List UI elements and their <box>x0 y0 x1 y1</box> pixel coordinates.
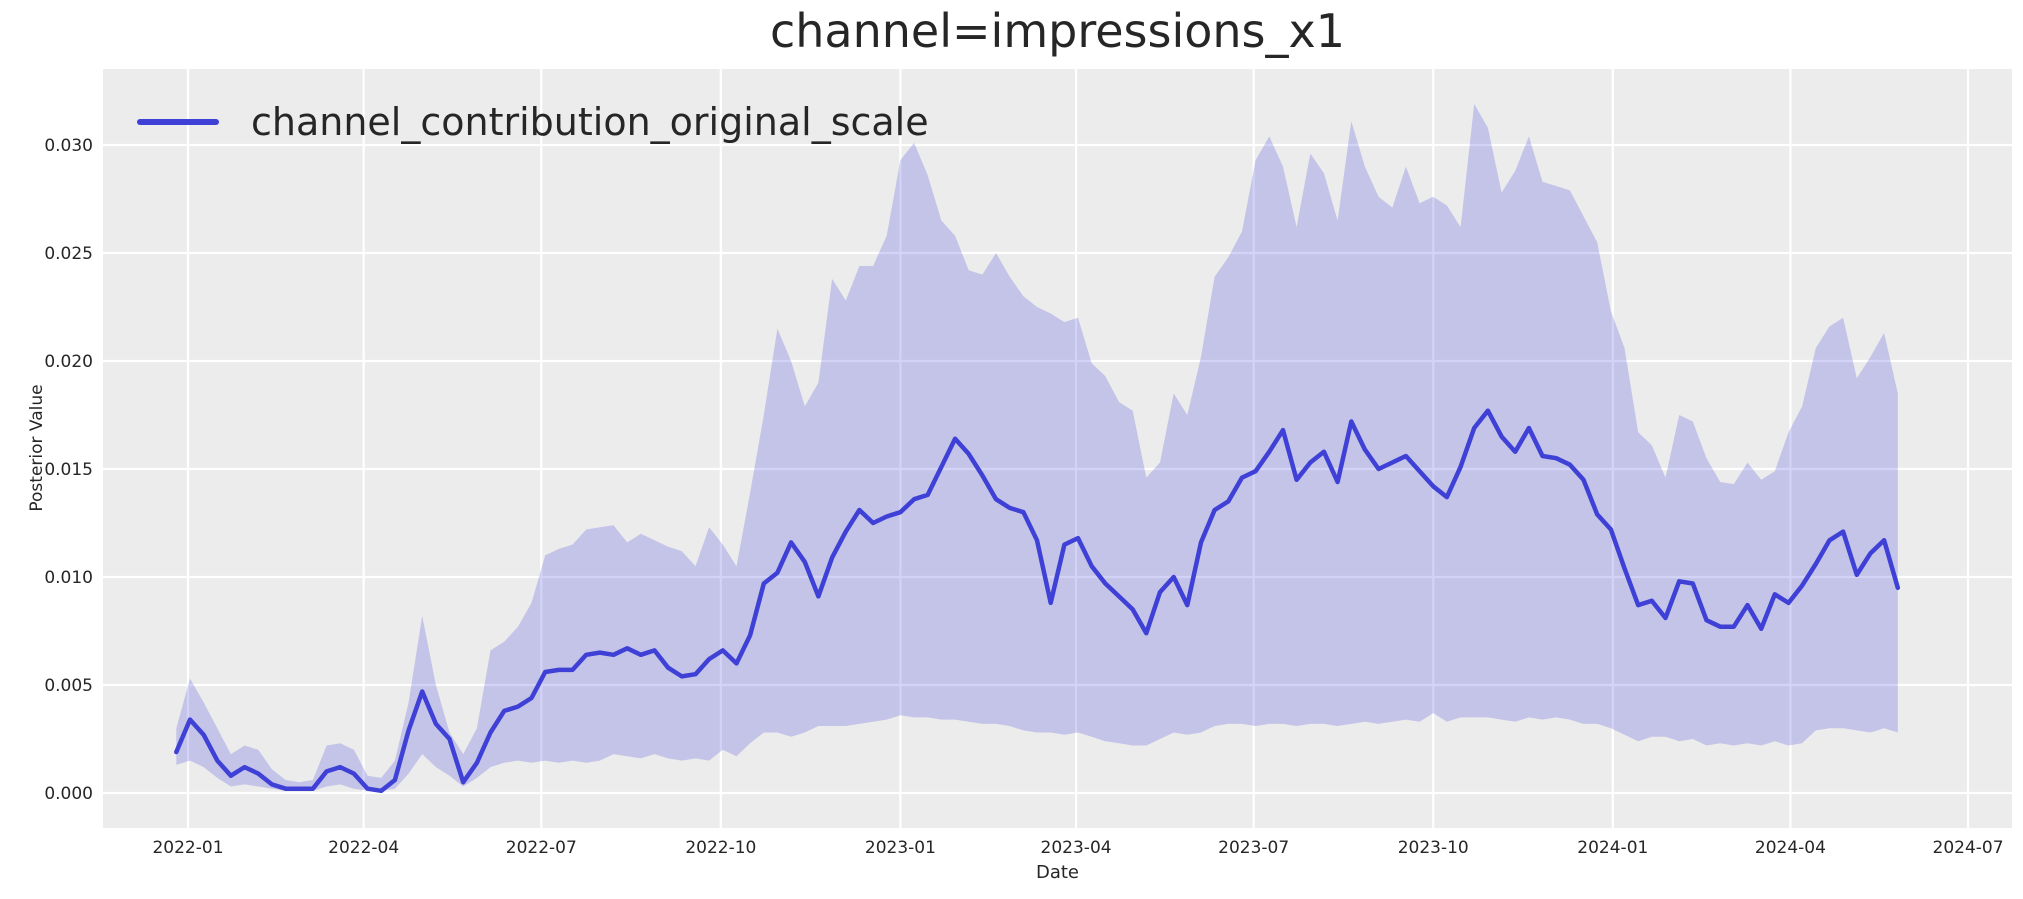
y-tick-label: 0.000 <box>44 784 93 804</box>
x-axis-label: Date <box>1035 862 1080 883</box>
x-tick-label: 2022-10 <box>685 838 756 858</box>
y-tick-label: 0.010 <box>44 568 93 588</box>
y-tick-label: 0.025 <box>44 244 93 264</box>
x-tick-label: 2023-01 <box>865 838 936 858</box>
mean-line <box>174 408 1901 794</box>
y-tick-label: 0.020 <box>44 352 93 372</box>
x-tick-label: 2024-01 <box>1577 838 1648 858</box>
x-tick-label: 2023-10 <box>1398 838 1469 858</box>
legend: channel_contribution_original_scale <box>137 96 929 148</box>
x-tick-label: 2023-07 <box>1218 838 1289 858</box>
chart-title: channel=impressions_x1 <box>769 4 1346 58</box>
x-tick-label: 2022-04 <box>328 838 399 858</box>
x-tick-label: 2024-04 <box>1755 838 1826 858</box>
x-tick-label: 2022-07 <box>506 838 577 858</box>
x-tick-label: 2022-01 <box>152 838 223 858</box>
y-tick-label: 0.030 <box>44 136 93 156</box>
y-axis-label: Posterior Value <box>27 384 47 512</box>
hdi-band <box>176 104 1898 791</box>
y-tick-label: 0.005 <box>44 676 93 696</box>
legend-label: channel_contribution_original_scale <box>251 100 929 144</box>
x-tick-label: 2023-04 <box>1041 838 1112 858</box>
x-tick-label: 2024-07 <box>1933 838 2004 858</box>
y-tick-label: 0.015 <box>44 460 93 480</box>
legend-line-sample <box>137 119 219 125</box>
plot-background <box>103 69 2012 828</box>
